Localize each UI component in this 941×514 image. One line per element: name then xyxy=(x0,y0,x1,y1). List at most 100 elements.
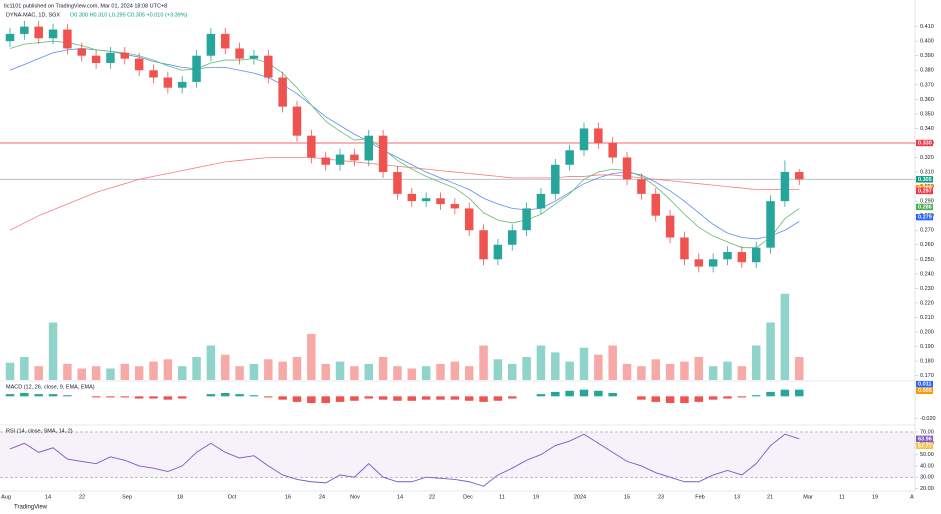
volume-bar xyxy=(393,366,402,380)
candle-body xyxy=(723,252,732,260)
candle-body xyxy=(106,52,115,63)
price-badge-label: 0.286 xyxy=(918,204,932,210)
price-badge xyxy=(916,442,933,450)
candle-body xyxy=(5,33,15,42)
candle-body xyxy=(436,198,445,205)
volume-bar xyxy=(522,357,531,380)
candle-body xyxy=(421,198,431,202)
histogram-bar xyxy=(508,396,517,399)
price-badge xyxy=(916,176,933,183)
histogram-bar xyxy=(63,395,72,397)
volume-bar xyxy=(177,366,187,380)
x-tick-label: 19 xyxy=(533,494,539,500)
histogram-bar xyxy=(594,390,603,397)
histogram-bar xyxy=(249,395,259,397)
volume-bar xyxy=(723,361,732,380)
volume-bar xyxy=(436,363,445,380)
volume-bar xyxy=(493,359,503,380)
x-tick-label: 13 xyxy=(734,494,740,500)
x-tick-label: 2024 xyxy=(574,494,586,500)
volume-bar xyxy=(464,366,474,380)
histogram-bar xyxy=(450,396,460,400)
volume-bar xyxy=(579,347,589,380)
price-badge-label: 0.279 xyxy=(918,215,932,221)
x-tick-label: Nov xyxy=(350,494,360,500)
histogram-bar xyxy=(565,390,574,397)
histogram-bar xyxy=(651,396,660,402)
candle-body xyxy=(120,52,130,59)
candle-body xyxy=(508,230,517,245)
price-badge-label: 0.330 xyxy=(918,140,932,146)
x-tick-label: 11 xyxy=(499,494,505,500)
x-tick-label: 22 xyxy=(429,494,435,500)
volume-bar xyxy=(335,361,345,380)
candle-body xyxy=(637,179,646,194)
volume-bar xyxy=(91,366,101,380)
candle-body xyxy=(766,201,775,248)
volume-bar xyxy=(665,363,675,380)
y-tick-label: 0.410 xyxy=(920,24,934,30)
x-tick-label: 18 xyxy=(177,494,183,500)
histogram-bar xyxy=(436,396,445,400)
histogram-bar xyxy=(264,396,273,398)
candle-body xyxy=(192,55,201,82)
price-badge xyxy=(916,387,933,394)
y-tick-label: 70.00 xyxy=(920,429,934,435)
y-tick-label: 40.00 xyxy=(920,463,934,469)
candle-body xyxy=(522,208,531,231)
candle-body xyxy=(795,172,804,180)
volume-bar xyxy=(106,368,115,380)
x-tick-label: 22 xyxy=(79,494,85,500)
y-tick-label: 0.350 xyxy=(920,111,934,117)
histogram-bar xyxy=(106,396,115,398)
volume-bar xyxy=(780,293,790,380)
histogram-bar xyxy=(163,396,173,400)
candle-body xyxy=(249,55,259,59)
volume-bar xyxy=(378,357,388,380)
candle-body xyxy=(407,193,417,202)
x-tick-label: Aug xyxy=(1,494,11,500)
y-tick-label: 50.00 xyxy=(920,452,934,458)
price-badge xyxy=(916,187,933,195)
y-tick-label: 0.370 xyxy=(920,82,934,88)
volume-bar xyxy=(163,359,173,380)
candle-body xyxy=(134,58,144,71)
histogram-bar xyxy=(120,396,130,398)
y-tick-label: 0.340 xyxy=(920,126,934,132)
y-tick-label: 0.180 xyxy=(920,359,934,365)
histogram-bar xyxy=(464,396,474,401)
moving-average xyxy=(9,40,800,249)
histogram-bar xyxy=(20,393,29,397)
y-tick-label: 0.360 xyxy=(920,97,934,103)
candle-body xyxy=(608,142,617,158)
candle-body xyxy=(350,154,359,161)
candle-body xyxy=(206,33,216,56)
price-badge-label: 63.96 xyxy=(918,436,932,442)
ohlc: O0.300 H0.310 L0.295 C0.305 +0.010 (+3.3… xyxy=(70,12,188,18)
price-badge xyxy=(916,435,933,443)
volume-bar xyxy=(694,357,704,380)
x-tick-label: 15 xyxy=(624,494,630,500)
volume-bar xyxy=(5,362,15,380)
histogram-bar xyxy=(393,396,402,401)
histogram-bar xyxy=(708,396,718,400)
volume-bar xyxy=(651,359,660,380)
histogram-bar xyxy=(766,391,775,397)
candle-body xyxy=(751,247,761,263)
histogram-bar xyxy=(5,394,15,397)
candle-body xyxy=(708,259,718,267)
histogram-bar xyxy=(551,391,560,397)
histogram-bar xyxy=(795,389,804,397)
histogram-bar xyxy=(751,395,761,397)
volume-bar xyxy=(751,345,761,380)
candle-body xyxy=(737,252,747,263)
symbol: DYNA-MAC, 1D, SGX xyxy=(6,12,60,18)
histogram-bar xyxy=(723,396,732,399)
x-tick-label: 14 xyxy=(45,494,51,500)
candle-body xyxy=(307,135,316,158)
x-tick-label: Feb xyxy=(695,494,704,500)
volume-bar xyxy=(637,366,646,380)
histogram-bar xyxy=(493,396,503,401)
candle-body xyxy=(536,193,546,209)
volume-bar xyxy=(48,322,58,380)
